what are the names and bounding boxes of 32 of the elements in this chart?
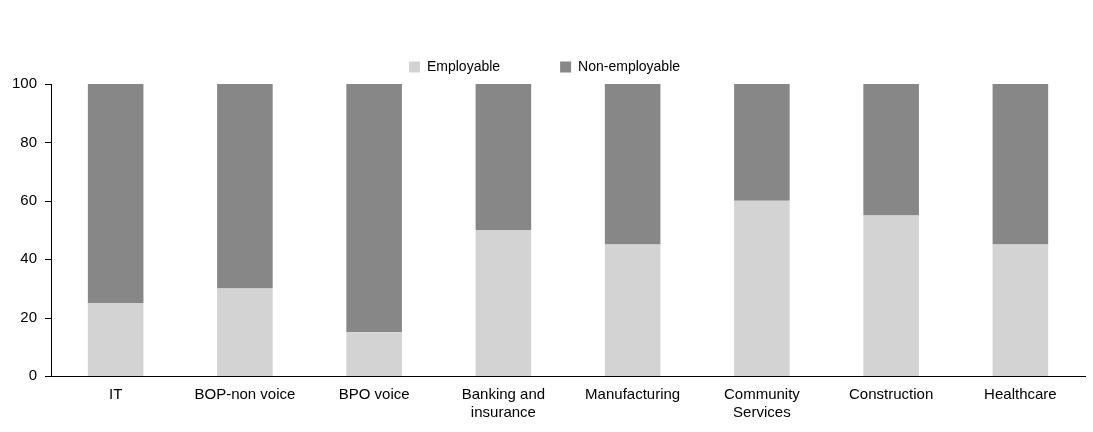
bar bbox=[992, 84, 1049, 245]
bar bbox=[87, 303, 144, 376]
bar bbox=[734, 200, 790, 376]
y-tick-label: 80 bbox=[20, 132, 38, 150]
bar bbox=[992, 244, 1049, 376]
legend-label: Employable bbox=[426, 57, 501, 74]
x-tick-label: Manufacturing bbox=[585, 385, 681, 403]
bar bbox=[346, 332, 402, 376]
y-tick-label: 20 bbox=[20, 307, 38, 325]
bar bbox=[87, 84, 144, 303]
bar bbox=[475, 84, 532, 230]
bar bbox=[346, 84, 402, 333]
legend-label: Non-employable bbox=[578, 57, 681, 74]
y-tick-label: 100 bbox=[12, 74, 38, 92]
x-tick-label: BOP-non voice bbox=[194, 385, 296, 403]
bar bbox=[863, 84, 919, 216]
bar bbox=[863, 215, 919, 376]
bar bbox=[475, 230, 532, 376]
x-tick-label: BPO voice bbox=[338, 385, 410, 403]
y-tick-label: 60 bbox=[20, 190, 38, 208]
bar bbox=[217, 84, 273, 289]
y-tick-label: 40 bbox=[20, 249, 38, 267]
bar bbox=[604, 84, 661, 245]
x-tick-label: Construction bbox=[849, 385, 934, 403]
bar bbox=[604, 244, 661, 376]
x-tick-label: Healthcare bbox=[984, 385, 1057, 403]
x-tick-label: Community Services bbox=[723, 385, 801, 421]
bar bbox=[217, 288, 273, 376]
bar bbox=[734, 84, 790, 201]
x-tick-label: Banking and insurance bbox=[461, 385, 546, 421]
x-tick-label: IT bbox=[108, 385, 123, 403]
y-tick-label: 0 bbox=[28, 366, 38, 384]
